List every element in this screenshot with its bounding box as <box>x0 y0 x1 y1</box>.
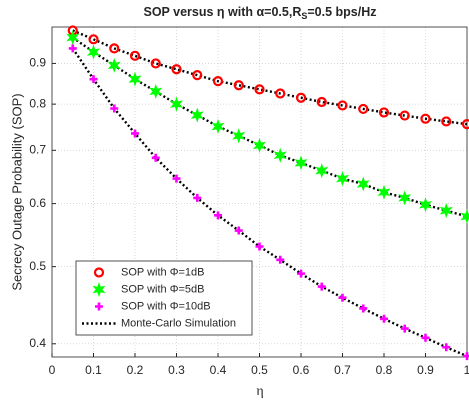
x-tick-label: 0.2 <box>127 363 144 377</box>
legend: SOP with Φ=1dB SOP with Φ=5dB SOP with Φ=1… <box>75 260 253 336</box>
marker <box>378 107 390 118</box>
chart-title: SOP versus η with α=0.5,RS=0.5 bps/Hz <box>143 5 376 21</box>
y-tick-label: 0.6 <box>29 196 46 210</box>
y-axis-label: Secrecy Outage Probability (SOP) <box>9 93 24 290</box>
y-tick-label: 0.7 <box>29 142 46 156</box>
x-axis-label: η <box>256 384 263 399</box>
x-tick-label: 0.9 <box>417 363 434 377</box>
marker <box>418 197 433 213</box>
marker <box>151 153 160 162</box>
marker <box>442 343 451 352</box>
marker <box>463 352 469 361</box>
marker <box>88 34 99 45</box>
marker <box>460 208 469 225</box>
legend-swatch <box>92 281 106 298</box>
marker <box>255 242 264 251</box>
marker <box>399 110 410 121</box>
marker <box>420 113 431 124</box>
marker <box>377 184 391 200</box>
marker <box>337 100 348 111</box>
marker <box>89 75 98 84</box>
marker <box>193 193 202 202</box>
y-tick-label: 0.9 <box>29 56 46 70</box>
marker <box>149 83 163 99</box>
marker <box>131 129 139 138</box>
marker <box>335 171 350 187</box>
marker <box>128 71 142 87</box>
legend-swatch <box>93 267 105 278</box>
marker <box>356 176 370 192</box>
y-tick-label: 0.5 <box>29 259 46 273</box>
x-tick-label: 0.7 <box>334 363 351 377</box>
marker <box>68 44 77 53</box>
marker <box>461 119 469 130</box>
marker <box>172 174 181 183</box>
marker <box>171 64 182 75</box>
marker <box>129 50 141 61</box>
marker <box>294 155 308 171</box>
y-tick-label: 0.8 <box>29 96 46 110</box>
marker <box>441 116 452 127</box>
title-subscript: S <box>301 11 307 21</box>
marker <box>192 70 203 81</box>
marker <box>400 324 409 333</box>
legend-swatch <box>95 302 103 311</box>
marker <box>234 226 243 235</box>
x-tick-label: 0.4 <box>210 363 227 377</box>
legend-box <box>75 260 253 336</box>
marker <box>66 30 80 46</box>
title-suffix: =0.5 bps/Hz <box>307 5 376 19</box>
marker <box>109 43 120 54</box>
x-tick-label: 0 <box>49 363 56 377</box>
marker <box>232 128 246 144</box>
marker <box>273 147 287 163</box>
x-tick-label: 1 <box>464 363 469 377</box>
x-tick-label: 0.5 <box>251 363 268 377</box>
x-tick-label: 0.6 <box>293 363 310 377</box>
legend-label: SOP with Φ=5dB <box>121 283 204 295</box>
marker <box>169 96 184 112</box>
marker <box>380 314 388 323</box>
marker <box>398 190 412 206</box>
marker <box>211 118 225 134</box>
marker <box>338 293 347 302</box>
marker <box>316 96 327 108</box>
marker <box>297 269 305 278</box>
marker <box>315 163 329 179</box>
marker <box>275 88 286 99</box>
marker <box>86 44 101 60</box>
marker <box>359 304 368 313</box>
marker <box>317 282 326 291</box>
marker <box>214 211 222 220</box>
y-tick-label: 0.4 <box>29 336 46 350</box>
legend-label: SOP with Φ=1dB <box>121 266 204 278</box>
marker <box>276 255 285 264</box>
legend-label: Monte-Carlo Simulation <box>121 317 236 329</box>
x-tick-label: 0.1 <box>85 363 102 377</box>
marker <box>421 333 430 342</box>
marker <box>358 103 369 115</box>
marker <box>190 107 204 123</box>
marker <box>212 76 224 87</box>
marker <box>252 137 267 153</box>
x-tick-label: 0.8 <box>376 363 393 377</box>
marker <box>110 104 119 113</box>
x-tick-label: 0.3 <box>168 363 185 377</box>
marker <box>150 58 161 69</box>
simulation-line <box>71 47 468 358</box>
marker <box>107 57 121 73</box>
marker <box>295 92 307 103</box>
marker <box>439 203 453 219</box>
marker <box>254 84 265 95</box>
marker <box>233 80 244 91</box>
title-main: SOP versus η with α=0.5,R <box>143 5 301 19</box>
legend-label: SOP with Φ=10dB <box>121 300 211 312</box>
